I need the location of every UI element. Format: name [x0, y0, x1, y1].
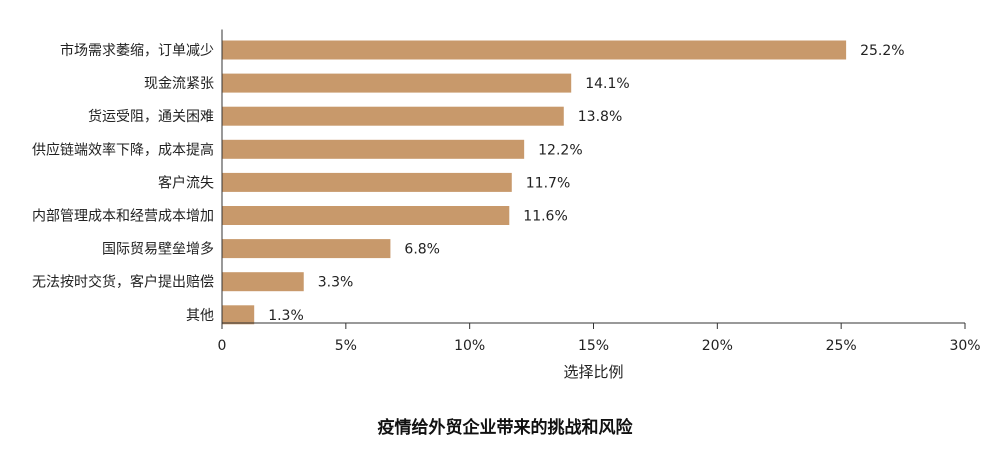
x-tick-label-6: 30% — [949, 338, 980, 354]
value-labels-group: 25.2% 14.1% 13.8% 12.2% 11.7% 11.6% 6.8% 3.3% 1.… — [268, 43, 904, 324]
category-label-3: 供应链端效率下降，成本提高 — [32, 141, 214, 158]
x-tick-label-5: 25% — [826, 338, 857, 354]
bar-8 — [222, 305, 255, 325]
x-tick-label-2: 10% — [454, 338, 485, 354]
value-label-2: 13.8% — [578, 109, 622, 125]
category-label-4: 客户流失 — [158, 174, 214, 191]
bar-1 — [222, 73, 572, 93]
bar-7 — [222, 272, 304, 292]
value-label-8: 1.3% — [268, 308, 304, 324]
value-label-3: 12.2% — [538, 142, 582, 158]
bar-3 — [222, 139, 525, 159]
category-label-6: 国际贸易壁垒增多 — [102, 241, 214, 258]
value-label-1: 14.1% — [585, 76, 629, 92]
category-labels-group: 市场需求萎缩，订单减少现金流紧张货运受阻，通关困难供应链端效率下降，成本提高客户… — [32, 42, 214, 324]
x-tick-label-0: 0 — [218, 338, 227, 354]
bar-6 — [222, 239, 391, 259]
value-label-0: 25.2% — [860, 43, 904, 59]
x-tick-label-1: 5% — [335, 338, 357, 354]
x-ticks-group: 0 5% 10% 15% 20% 25% 30% — [218, 323, 981, 354]
category-label-5: 内部管理成本和经营成本增加 — [32, 209, 214, 225]
category-label-2: 货运受阻，通关困难 — [88, 108, 214, 125]
bar-0 — [222, 40, 847, 60]
category-label-0: 市场需求萎缩，订单减少 — [60, 42, 214, 59]
bar-2 — [222, 106, 564, 126]
value-label-5: 11.6% — [523, 209, 567, 225]
x-tick-label-3: 15% — [578, 338, 609, 354]
category-label-8: 其他 — [186, 308, 214, 324]
value-label-6: 6.8% — [404, 242, 440, 258]
chart-title: 疫情给外贸企业带来的挑战和风险 — [378, 417, 634, 438]
x-tick-label-4: 20% — [702, 338, 733, 354]
x-axis-title: 选择比例 — [563, 363, 623, 381]
bar-5 — [222, 206, 510, 225]
category-label-7: 无法按时交货，客户提出赔偿 — [32, 274, 214, 291]
value-label-7: 3.3% — [318, 275, 354, 291]
value-label-4: 11.7% — [526, 175, 570, 191]
category-label-1: 现金流紧张 — [144, 76, 214, 92]
bars-group — [222, 40, 847, 325]
bar-4 — [222, 172, 512, 192]
